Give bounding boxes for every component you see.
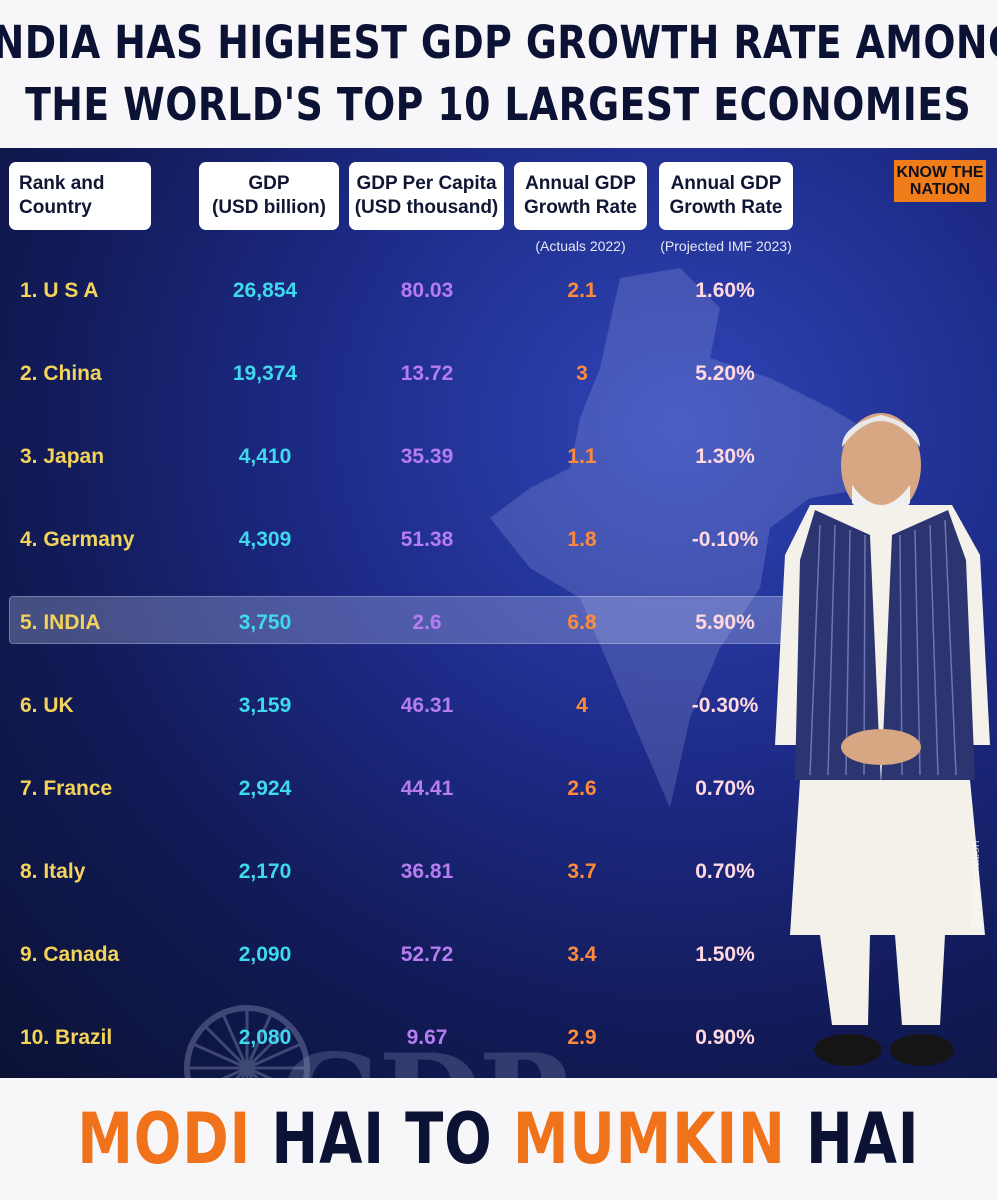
- title-line-2: THE WORLD'S TOP 10 LARGEST ECONOMIES: [25, 78, 972, 131]
- india-row-highlight: [9, 596, 786, 644]
- growth-actual-cell: 4: [576, 694, 588, 717]
- growth-actual-cell: 2.9: [567, 1026, 597, 1049]
- slogan-word-modi: MODI: [77, 1098, 252, 1180]
- slogan-word-hai-to: HAI TO: [251, 1098, 514, 1180]
- title-line-1: INDIA HAS HIGHEST GDP GROWTH RATE AMONG: [0, 16, 997, 69]
- logo-line-2: NATION: [909, 181, 971, 198]
- growth-projected-cell: 0.70%: [695, 777, 755, 800]
- growth-projected-cell: -0.30%: [691, 694, 759, 717]
- gdp-cell: 26,854: [232, 279, 298, 302]
- gdp-cell: 2,090: [238, 943, 292, 966]
- gdp-cell: 19,374: [232, 362, 298, 385]
- slogan-banner: MODI HAI TO MUMKIN HAI: [0, 1078, 997, 1200]
- country-cell: 1. U S A: [20, 279, 99, 302]
- header-growth-actual: Annual GDP Growth Rate: [514, 162, 647, 230]
- gdp-3d-text-graphic: GDP: [280, 1028, 569, 1078]
- growth-projected-cell: 5.90%: [695, 611, 755, 634]
- growth-actual-cell: 3.4: [567, 943, 597, 966]
- growth-projected-cell: 1.50%: [695, 943, 755, 966]
- header-gdp-per-capita: GDP Per Capita (USD thousand): [349, 162, 504, 230]
- country-cell: 4. Germany: [20, 528, 135, 551]
- social-handle: @knowthenation: [968, 840, 982, 930]
- growth-actual-cell: 3: [576, 362, 588, 385]
- country-cell: 5. INDIA: [20, 611, 101, 634]
- country-cell: 2. China: [20, 362, 102, 385]
- header-rank-country: Rank and Country: [9, 162, 151, 230]
- gdp-cell: 2,170: [238, 860, 292, 883]
- gdp-per-capita-cell: 36.81: [400, 860, 454, 883]
- logo-line-1: KNOW THE: [896, 164, 984, 181]
- country-cell: 10. Brazil: [20, 1026, 113, 1049]
- header-growth-projected: Annual GDP Growth Rate: [659, 162, 793, 230]
- gdp-per-capita-cell: 2.6: [412, 611, 442, 634]
- title-banner: INDIA HAS HIGHEST GDP GROWTH RATE AMONG …: [0, 0, 997, 148]
- gdp-per-capita-cell: 52.72: [400, 943, 454, 966]
- gdp-per-capita-cell: 13.72: [400, 362, 454, 385]
- country-cell: 8. Italy: [20, 860, 86, 883]
- growth-projected-cell: 0.70%: [695, 860, 755, 883]
- note-projected-imf-2023: (Projected IMF 2023): [660, 238, 792, 254]
- gdp-cell: 4,410: [238, 445, 292, 468]
- country-cell: 9. Canada: [20, 943, 120, 966]
- gdp-cell: 2,924: [238, 777, 292, 800]
- country-cell: 6. UK: [20, 694, 74, 717]
- slogan-word-mumkin: MUMKIN: [513, 1098, 786, 1180]
- gdp-cell: 3,159: [238, 694, 292, 717]
- country-cell: 7. France: [20, 777, 113, 800]
- gdp-cell: 3,750: [238, 611, 292, 634]
- leader-portrait-graphic: [775, 413, 990, 1066]
- growth-actual-cell: 3.7: [567, 860, 597, 883]
- growth-projected-cell: 1.60%: [695, 279, 755, 302]
- growth-actual-cell: 1.1: [567, 445, 597, 468]
- growth-actual-cell: 2.6: [567, 777, 597, 800]
- growth-projected-cell: 5.20%: [695, 362, 755, 385]
- note-actuals-2022: (Actuals 2022): [535, 238, 626, 254]
- slogan-word-hai: HAI: [785, 1098, 920, 1180]
- chakra-wheel-graphic: [184, 1005, 310, 1078]
- growth-actual-cell: 2.1: [567, 279, 597, 302]
- growth-projected-cell: -0.10%: [691, 528, 759, 551]
- know-the-nation-logo: KNOW THE NATION: [894, 160, 986, 202]
- gdp-per-capita-cell: 46.31: [400, 694, 454, 717]
- growth-projected-cell: 1.30%: [695, 445, 755, 468]
- header-gdp: GDP (USD billion): [199, 162, 339, 230]
- gdp-per-capita-cell: 35.39: [400, 445, 454, 468]
- country-cell: 3. Japan: [20, 445, 105, 468]
- gdp-per-capita-cell: 80.03: [400, 279, 454, 302]
- gdp-per-capita-cell: 9.67: [406, 1026, 448, 1049]
- growth-projected-cell: 0.90%: [695, 1026, 755, 1049]
- gdp-cell: 4,309: [238, 528, 292, 551]
- growth-actual-cell: 6.8: [567, 611, 597, 634]
- gdp-per-capita-cell: 51.38: [400, 528, 454, 551]
- gdp-cell: 2,080: [238, 1026, 292, 1049]
- growth-actual-cell: 1.8: [567, 528, 597, 551]
- slogan-text: MODI HAI TO MUMKIN HAI: [77, 1098, 919, 1180]
- gdp-per-capita-cell: 44.41: [400, 777, 454, 800]
- india-map-silhouette: [490, 268, 880, 808]
